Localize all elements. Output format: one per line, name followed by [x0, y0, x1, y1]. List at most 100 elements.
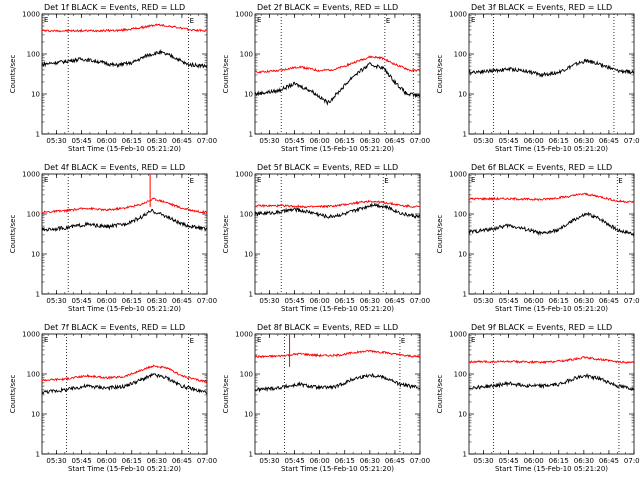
- x-tick-label: 05:30: [259, 457, 279, 465]
- x-tick-label: 05:45: [71, 457, 91, 465]
- y-tick-label: 1: [463, 131, 467, 139]
- y-tick-label: 1: [463, 451, 467, 459]
- x-tick-label: 06:30: [360, 457, 380, 465]
- x-tick-label: 06:45: [385, 137, 405, 145]
- y-tick-label: 1: [463, 291, 467, 299]
- events-series-line: [468, 58, 635, 78]
- x-tick-label: 07:00: [197, 297, 217, 305]
- y-axis-label: Counts/sec: [9, 55, 17, 94]
- x-tick-label: 06:15: [122, 297, 142, 305]
- events-series-line: [41, 208, 208, 232]
- plot-frame: [254, 13, 421, 135]
- corner-mark: E: [471, 336, 475, 344]
- y-axis-label: Counts/sec: [9, 375, 17, 414]
- x-tick-label: 06:00: [97, 297, 117, 305]
- chart-panel-2: Det 2f BLACK = Events, RED = LLD 1 10 100 10…: [222, 3, 430, 153]
- x-tick-label: 06:45: [172, 457, 192, 465]
- x-axis-label: Start Time (15-Feb-10 05:21:20): [495, 465, 608, 473]
- y-tick-label: 1: [36, 451, 40, 459]
- y-tick-label: 10: [458, 411, 467, 419]
- x-tick-label: 06:15: [549, 297, 569, 305]
- chart-panel-5: Det 5f BLACK = Events, RED = LLD 1 10 100 10…: [222, 163, 430, 313]
- x-tick-label: 06:45: [385, 457, 405, 465]
- panel-title: Det 2f BLACK = Events, RED = LLD: [257, 3, 398, 12]
- events-series-line: [468, 372, 635, 391]
- y-tick-label: 1000: [235, 11, 253, 19]
- chart-panel-1: Det 1f BLACK = Events, RED = LLD 1 10 100 10…: [9, 3, 217, 153]
- events-series-line: [41, 49, 208, 69]
- x-tick-label: 06:45: [599, 297, 619, 305]
- y-tick-label: 10: [244, 251, 253, 259]
- y-tick-label: 1000: [449, 171, 467, 179]
- corner-mark: E: [471, 16, 475, 24]
- chart-panel-3: Det 3f BLACK = Events, RED = LLD 1 10 100 10…: [436, 3, 640, 153]
- x-tick-label: 07:00: [197, 457, 217, 465]
- y-tick-label: 10: [31, 411, 40, 419]
- y-tick-label: 10: [244, 91, 253, 99]
- x-tick-label: 06:00: [310, 457, 330, 465]
- events-series-line: [254, 61, 421, 106]
- x-tick-label: 06:15: [335, 457, 355, 465]
- x-tick-label: 07:00: [624, 297, 640, 305]
- x-tick-label: 06:15: [549, 457, 569, 465]
- panel-title: Det 9f BLACK = Events, RED = LLD: [471, 323, 612, 332]
- y-tick-label: 100: [454, 211, 467, 219]
- x-tick-label: 06:45: [172, 297, 192, 305]
- x-tick-label: 06:15: [122, 457, 142, 465]
- corner-mark: E: [44, 176, 48, 184]
- y-axis-label: Counts/sec: [222, 215, 230, 254]
- panel-title: Det 8f BLACK = Events, RED = LLD: [257, 323, 398, 332]
- x-tick-label: 07:00: [197, 137, 217, 145]
- y-tick-label: 100: [240, 211, 253, 219]
- lld-series-line: [468, 192, 635, 204]
- x-tick-label: 07:00: [624, 457, 640, 465]
- plot-frame: [468, 333, 635, 455]
- lld-series-line: [254, 199, 420, 209]
- plot-frame: [468, 13, 635, 135]
- corner-mark: E: [257, 336, 261, 344]
- x-tick-label: 06:00: [97, 457, 117, 465]
- panel-title: Det 4f BLACK = Events, RED = LLD: [44, 163, 185, 172]
- y-tick-label: 10: [244, 411, 253, 419]
- x-tick-label: 05:30: [46, 297, 66, 305]
- time-marker-label: E: [190, 177, 194, 185]
- corner-mark: E: [471, 176, 475, 184]
- x-tick-label: 05:45: [498, 297, 518, 305]
- x-tick-label: 06:30: [574, 457, 594, 465]
- chart-panel-4: Det 4f BLACK = Events, RED = LLD 1 10 100 10…: [9, 163, 217, 313]
- y-tick-label: 1: [249, 451, 253, 459]
- x-axis-label: Start Time (15-Feb-10 05:21:20): [495, 145, 608, 153]
- panel-title: Det 1f BLACK = Events, RED = LLD: [44, 3, 185, 12]
- x-tick-label: 05:45: [284, 297, 304, 305]
- x-axis-label: Start Time (15-Feb-10 05:21:20): [68, 145, 181, 153]
- time-marker-label: E: [401, 337, 405, 345]
- x-tick-label: 06:00: [310, 297, 330, 305]
- lld-series-line: [254, 55, 421, 74]
- x-tick-label: 05:30: [46, 457, 66, 465]
- lld-series-line: [41, 197, 208, 214]
- events-series-line: [254, 201, 421, 219]
- x-axis-label: Start Time (15-Feb-10 05:21:20): [281, 305, 394, 313]
- y-tick-label: 10: [31, 251, 40, 259]
- y-tick-label: 100: [454, 371, 467, 379]
- x-tick-label: 06:45: [172, 137, 192, 145]
- x-tick-label: 06:45: [599, 457, 619, 465]
- lld-series-line: [41, 23, 208, 33]
- corner-mark: E: [44, 16, 48, 24]
- time-marker-label: E: [618, 177, 622, 185]
- y-tick-label: 100: [27, 371, 40, 379]
- x-tick-label: 06:00: [524, 137, 544, 145]
- y-axis-label: Counts/sec: [9, 215, 17, 254]
- lld-series-line: [254, 349, 421, 359]
- y-tick-label: 1000: [22, 11, 40, 19]
- y-tick-label: 1: [36, 291, 40, 299]
- x-tick-label: 06:30: [147, 137, 167, 145]
- x-tick-label: 06:30: [360, 137, 380, 145]
- plot-frame: [254, 333, 421, 455]
- y-tick-label: 1000: [235, 331, 253, 339]
- y-axis-label: Counts/sec: [436, 215, 444, 254]
- lld-series-line: [468, 356, 635, 365]
- corner-mark: E: [257, 16, 261, 24]
- events-series-line: [468, 211, 635, 237]
